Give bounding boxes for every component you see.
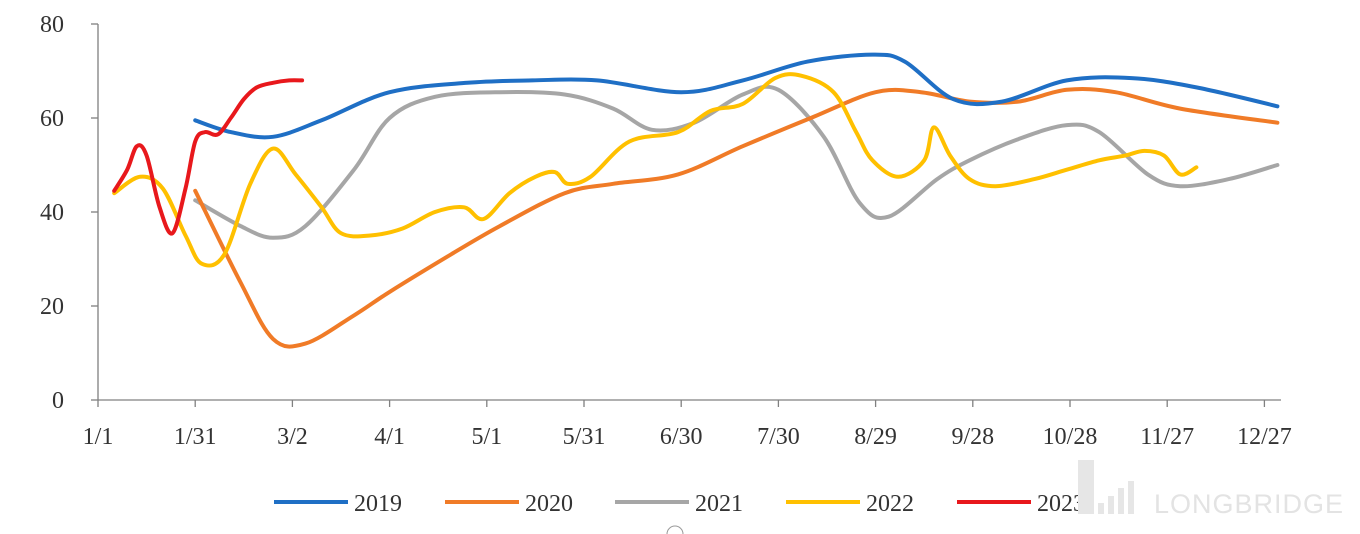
x-tick-label: 3/2: [277, 424, 308, 450]
x-axis-ticks: 1/1 1/31 3/2 4/1 5/1 5/31 6/30 7/30 8/29 9/28 10/2…: [83, 400, 1292, 450]
legend-label-2021: 2021: [695, 491, 743, 517]
x-tick-label: 5/1: [471, 424, 502, 450]
series-line-2020: [193, 87, 1280, 349]
y-axis-ticks: 0 20 40 60 80: [40, 12, 98, 414]
x-tick-label: 1/31: [174, 424, 217, 450]
x-tick-label: 12/27: [1237, 424, 1292, 450]
series-lines: [112, 52, 1280, 349]
series-line-2022: [112, 72, 1199, 268]
y-tick-label: 40: [40, 200, 64, 226]
watermark-logo-icon: [1078, 460, 1134, 514]
y-tick-label: 0: [52, 388, 64, 414]
y-tick-label: 20: [40, 294, 64, 320]
series-line-2023: [112, 78, 305, 236]
legend-label-2023: 2023: [1037, 491, 1085, 517]
x-tick-label: 4/1: [374, 424, 405, 450]
x-tick-label: 11/27: [1140, 424, 1194, 450]
x-tick-label: 5/31: [563, 424, 606, 450]
y-tick-label: 60: [40, 106, 64, 132]
y-tick-label: 80: [40, 12, 64, 38]
legend: 2019 2020 2021 2022 2023: [274, 491, 1085, 517]
x-tick-label: 7/30: [757, 424, 800, 450]
x-tick-label: 1/1: [83, 424, 114, 450]
x-tick-label: 6/30: [660, 424, 703, 450]
series-line-2021: [193, 84, 1280, 240]
watermark: LONGBRIDGE: [1078, 460, 1344, 519]
x-tick-label: 10/28: [1043, 424, 1098, 450]
x-tick-label: 8/29: [854, 424, 897, 450]
legend-label-2022: 2022: [866, 491, 914, 517]
legend-label-2020: 2020: [525, 491, 573, 517]
plot-area: 0 20 40 60 80 1/1 1/31 3/2 4/1 5/1 5/31 6/30 7/30 8/…: [40, 12, 1292, 450]
watermark-text: LONGBRIDGE: [1154, 489, 1344, 519]
series-line-2019: [193, 52, 1280, 140]
legend-label-2019: 2019: [354, 491, 402, 517]
scroll-handle-icon: [666, 525, 684, 534]
x-tick-label: 9/28: [951, 424, 994, 450]
